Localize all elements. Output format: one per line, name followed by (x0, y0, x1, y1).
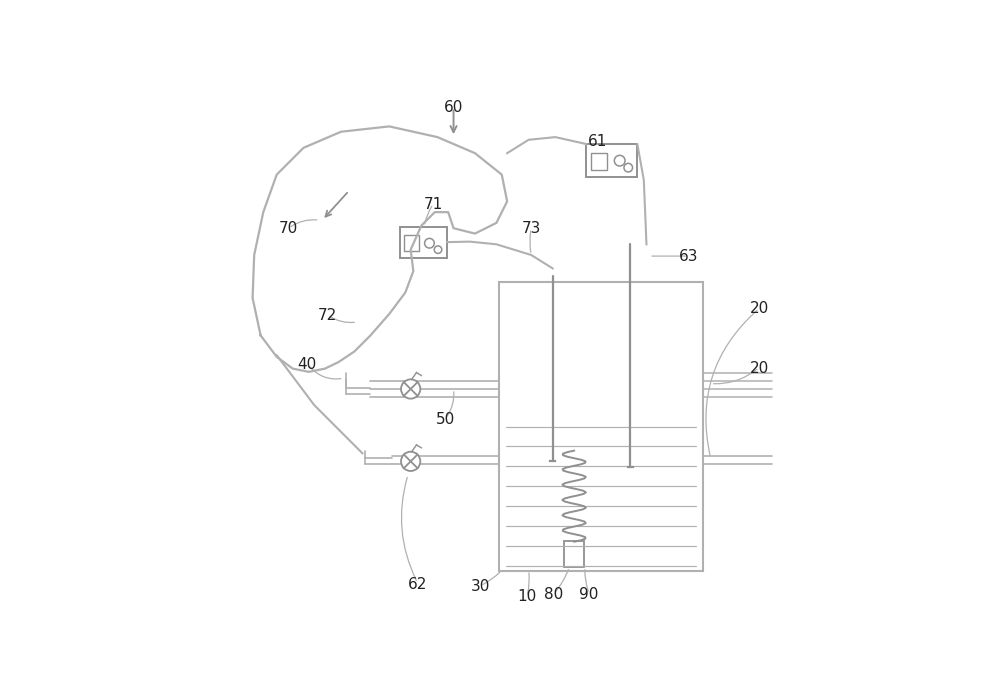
Text: 70: 70 (279, 221, 298, 236)
Text: 90: 90 (579, 587, 599, 602)
Bar (591, 153, 607, 171)
Text: 61: 61 (587, 134, 607, 149)
Text: 71: 71 (424, 197, 443, 212)
Text: 30: 30 (471, 578, 490, 594)
Text: 10: 10 (517, 590, 537, 604)
Circle shape (434, 246, 442, 253)
Circle shape (401, 452, 420, 471)
Text: 72: 72 (318, 308, 337, 323)
Bar (499, 282, 703, 571)
Text: 20: 20 (749, 361, 769, 376)
Text: 63: 63 (679, 249, 698, 264)
Bar (400, 227, 447, 258)
Text: 20: 20 (749, 301, 769, 316)
Text: 62: 62 (408, 576, 427, 592)
Text: 60: 60 (444, 100, 463, 115)
Bar (404, 235, 419, 251)
Text: 40: 40 (298, 357, 317, 372)
Circle shape (614, 155, 625, 166)
Text: 50: 50 (436, 412, 455, 427)
Bar (564, 541, 584, 567)
Circle shape (401, 379, 420, 399)
Circle shape (425, 239, 434, 248)
Bar (586, 144, 637, 177)
Text: 73: 73 (522, 221, 541, 236)
Circle shape (624, 164, 633, 172)
Text: 80: 80 (544, 587, 563, 602)
